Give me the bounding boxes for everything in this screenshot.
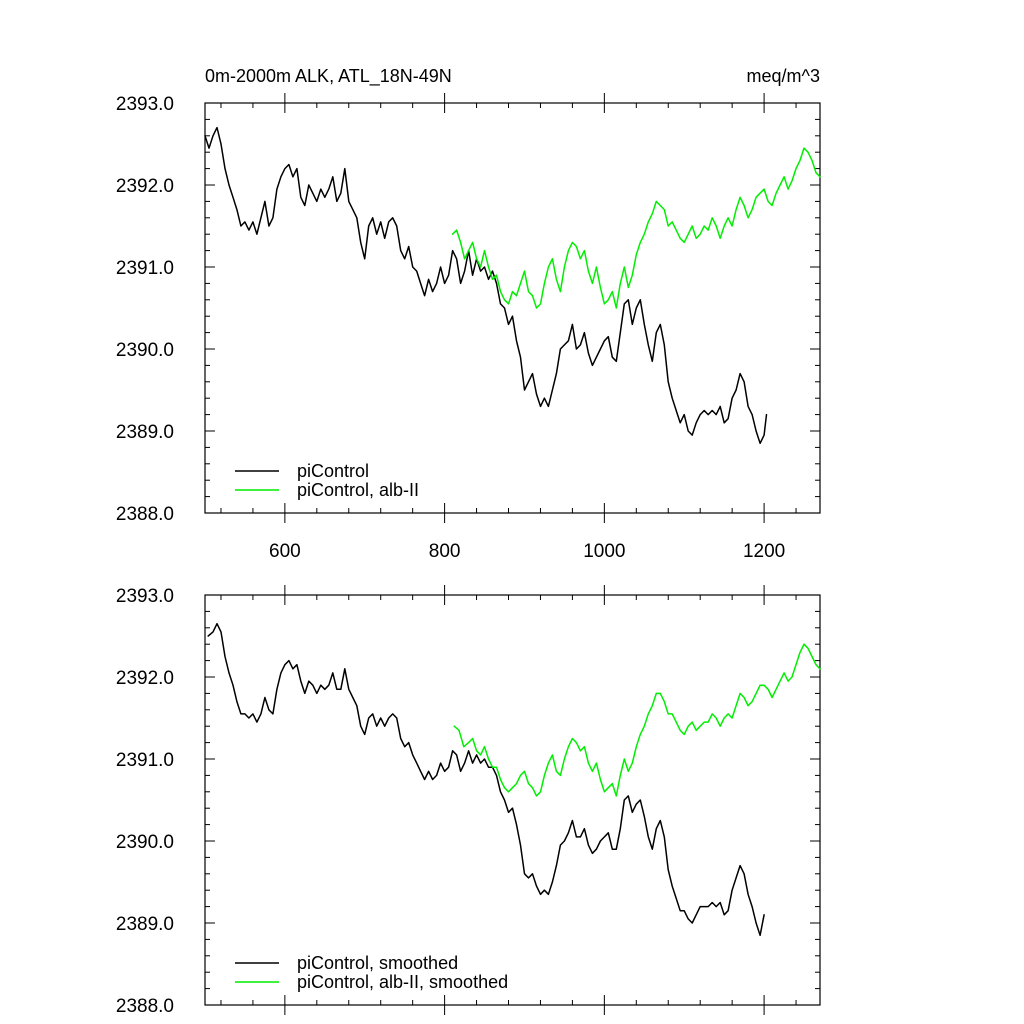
series-line-control [207,622,765,937]
plot-frame [204,102,821,514]
legend-label: piControl, alb-II, smoothed [297,972,508,992]
title-right: meq/m^3 [747,66,820,86]
title-left: 0m-2000m ALK, ATL_18N-49N [205,66,452,87]
panel-bottom: 2388.0 2389.0 2390.0 2391.0 2392.0 2393.0 piCo… [116,585,821,1017]
series-line-alb-ii [451,147,821,309]
y-tick-label: 2389.0 [116,914,174,935]
x-tick-label: 600 [269,541,301,562]
series-line-control [204,126,768,445]
y-tick-label: 2390.0 [116,340,174,361]
series-line-alb-ii [453,643,821,797]
y-tick-label: 2392.0 [116,668,174,689]
legend-label: piControl, smoothed [297,953,458,973]
y-tick-label: 2388.0 [116,504,174,525]
y-tick-label: 2390.0 [116,832,174,853]
y-tick-label: 2393.0 [116,94,174,115]
y-tick-label: 2388.0 [116,996,174,1017]
plot-frame [204,594,821,1006]
y-tick-label: 2392.0 [116,176,174,197]
y-tick-label: 2391.0 [116,750,174,771]
y-tick-label: 2389.0 [116,422,174,443]
y-tick-label: 2393.0 [116,586,174,607]
x-tick-label: 1200 [743,541,785,562]
x-tick-label: 800 [429,541,461,562]
legend-label: piControl [297,461,369,481]
y-tick-label: 2391.0 [116,258,174,279]
panel-top: 2388.0 2389.0 2390.0 2391.0 2392.0 2393.0 600 8… [116,93,821,562]
x-tick-label: 1000 [583,541,625,562]
legend-label: piControl, alb-II [297,480,419,500]
